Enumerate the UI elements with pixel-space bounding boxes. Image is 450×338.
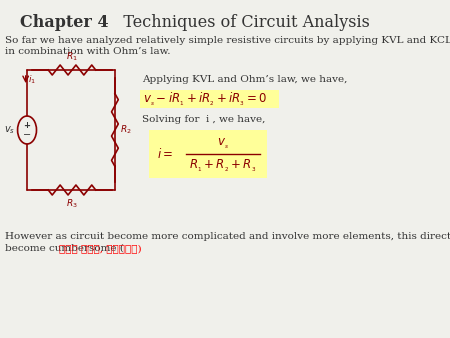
Text: Techniques of Circuit Analysis: Techniques of Circuit Analysis	[108, 14, 370, 31]
Text: −: −	[23, 130, 31, 140]
Text: +: +	[23, 121, 31, 129]
FancyBboxPatch shape	[140, 90, 279, 108]
Text: غير سهل, مرهقة): غير سهل, مرهقة)	[59, 244, 141, 253]
Text: $R_1$: $R_1$	[66, 50, 78, 63]
Text: in combination with Ohm’s law.: in combination with Ohm’s law.	[5, 47, 170, 56]
Text: Applying KVL and Ohm’s law, we have,: Applying KVL and Ohm’s law, we have,	[142, 75, 347, 84]
Text: $v_{_s} - iR_{_1} + iR_{_2} + iR_{_3} = 0$: $v_{_s} - iR_{_1} + iR_{_2} + iR_{_3} = …	[143, 90, 268, 108]
Text: Chapter 4: Chapter 4	[19, 14, 108, 31]
Text: $R_{_1} + R_{_2} + R_{_3}$: $R_{_1} + R_{_2} + R_{_3}$	[189, 158, 256, 174]
Text: $i_1$: $i_1$	[28, 74, 36, 86]
Text: $i =$: $i =$	[157, 147, 173, 161]
Text: However as circuit become more complicated and involve more elements, this direc: However as circuit become more complicat…	[5, 232, 450, 241]
FancyBboxPatch shape	[148, 130, 267, 178]
Text: $v_{_s}$: $v_{_s}$	[217, 137, 229, 151]
Text: $R_3$: $R_3$	[66, 198, 78, 211]
Text: Solving for  i , we have,: Solving for i , we have,	[142, 115, 266, 124]
Text: become cumbersome (: become cumbersome (	[5, 244, 124, 253]
Text: $R_2$: $R_2$	[120, 124, 132, 136]
Text: $v_s$: $v_s$	[4, 124, 15, 136]
Text: So far we have analyzed relatively simple resistive circuits by applying KVL and: So far we have analyzed relatively simpl…	[5, 36, 450, 45]
